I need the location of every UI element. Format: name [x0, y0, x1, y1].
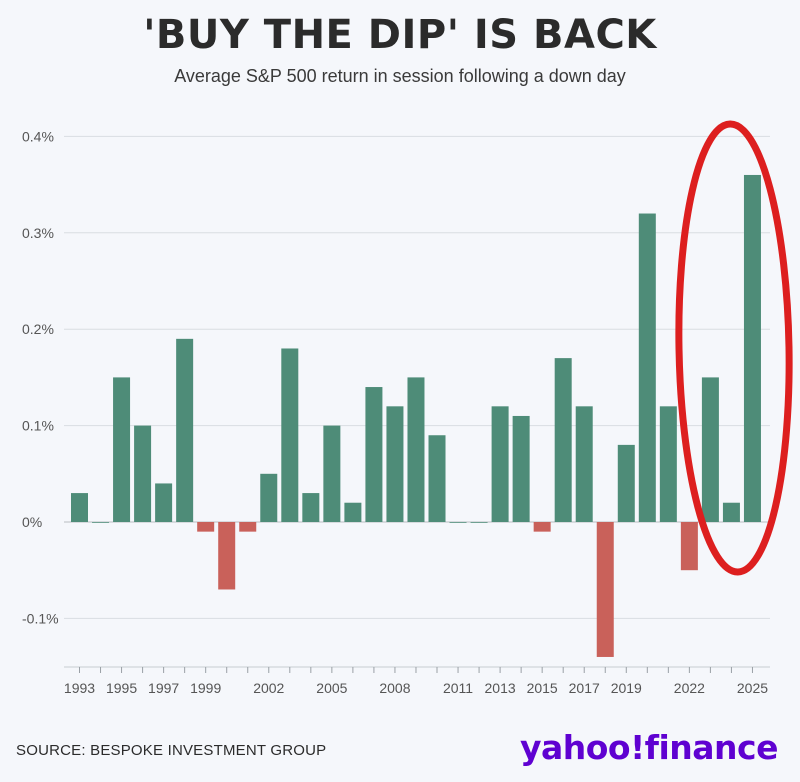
bar-2022	[680, 522, 698, 571]
x-tick-label: 2015	[527, 680, 558, 696]
bar-2004	[302, 493, 320, 522]
bar-2000	[218, 522, 236, 590]
bar-1997	[155, 483, 173, 522]
x-tick-label: 2002	[253, 680, 284, 696]
x-tick-label: 1997	[148, 680, 179, 696]
x-tick-label: 2019	[611, 680, 642, 696]
x-tick-label: 1999	[190, 680, 221, 696]
x-tick-label: 1995	[106, 680, 137, 696]
bar-2020	[638, 213, 656, 522]
x-tick-label: 2025	[737, 680, 768, 696]
bars	[71, 174, 761, 657]
x-tick-label: 2011	[443, 680, 473, 696]
bar-1994	[92, 522, 110, 523]
bar-2006	[344, 502, 362, 522]
bar-2008	[386, 406, 404, 522]
bar-1995	[113, 377, 131, 522]
x-axis-ticks	[79, 667, 753, 673]
y-axis-labels: -0.1% 0% 0.1% 0.2% 0.3% 0.4%	[22, 128, 59, 626]
x-tick-label: 2013	[485, 680, 516, 696]
y-tick-label: 0.3%	[22, 225, 54, 241]
bar-2007	[365, 387, 383, 522]
bar-2009	[407, 377, 425, 522]
chart-title: 'BUY THE DIP' IS BACK	[143, 12, 657, 58]
y-tick-label: 0.2%	[22, 321, 54, 337]
bar-2025	[743, 174, 761, 522]
source-note: SOURCE: BESPOKE INVESTMENT GROUP	[16, 742, 327, 759]
bar-1998	[176, 338, 194, 522]
bar-2018	[596, 522, 614, 657]
x-tick-label: 2005	[316, 680, 347, 696]
bar-2021	[659, 406, 677, 522]
y-tick-label: 0.1%	[22, 418, 54, 434]
bar-2016	[554, 358, 572, 522]
bar-chart: -0.1% 0% 0.1% 0.2% 0.3% 0.4% 1993 1995 1997 1999…	[22, 120, 793, 696]
bar-2024	[722, 502, 740, 522]
y-tick-label: 0.4%	[22, 128, 54, 144]
bar-2019	[617, 444, 635, 522]
bar-2013	[491, 406, 509, 522]
highlight-ellipse	[675, 120, 793, 576]
x-axis-labels: 1993 1995 1997 1999 2002 2005 2008 2011 2013 2015…	[64, 680, 768, 696]
bar-2005	[323, 425, 341, 522]
bar-2015	[533, 522, 551, 532]
bar-1996	[134, 425, 152, 522]
bar-2014	[512, 415, 530, 522]
bar-2011	[449, 522, 467, 523]
bar-1993	[71, 493, 88, 522]
bar-2017	[575, 406, 593, 522]
x-tick-label: 2022	[674, 680, 705, 696]
y-tick-label: 0%	[22, 514, 42, 530]
chart-subtitle: Average S&P 500 return in session follow…	[174, 66, 626, 86]
x-tick-label: 2017	[569, 680, 600, 696]
bar-2001	[239, 522, 257, 532]
bar-2012	[470, 522, 488, 523]
y-tick-label: -0.1%	[22, 610, 59, 626]
x-tick-label: 1993	[64, 680, 95, 696]
yahoo-finance-logo: yahoo!finance	[519, 728, 779, 767]
bar-2002	[260, 473, 278, 522]
bar-2003	[281, 348, 299, 522]
bar-1999	[197, 522, 215, 532]
bar-2023	[701, 377, 719, 522]
bar-2010	[428, 435, 446, 522]
x-tick-label: 2008	[379, 680, 410, 696]
